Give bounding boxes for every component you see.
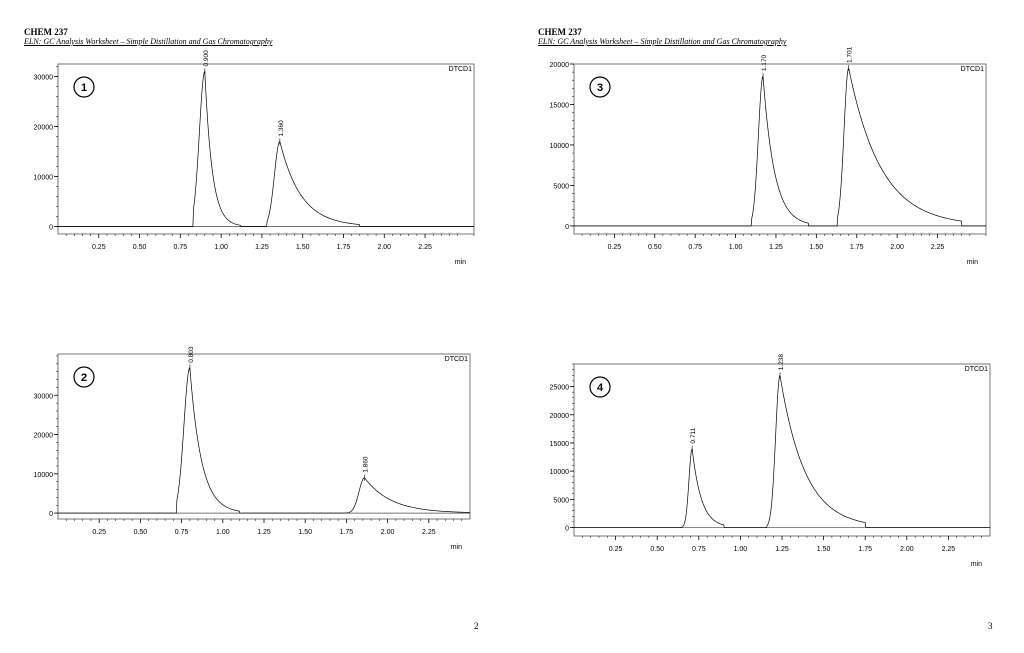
x-tick-label: 2.00	[900, 546, 914, 553]
x-axis-label: min	[967, 259, 978, 266]
x-tick-label: 1.50	[810, 244, 824, 251]
chromatogram-trace	[574, 375, 990, 528]
x-tick-label: 0.75	[692, 546, 706, 553]
x-tick-label: 1.25	[257, 529, 271, 536]
x-axis-label: min	[451, 544, 462, 551]
x-tick-label: 0.50	[648, 244, 662, 251]
peak-label: 1.238	[778, 354, 785, 371]
plot-frame	[573, 363, 991, 537]
x-tick-label: 1.75	[337, 244, 351, 251]
y-tick-label: 10000	[550, 469, 570, 476]
course-title: CHEM 237	[24, 27, 68, 37]
badge-circle	[73, 76, 95, 98]
worksheet-subtitle: ELN: GC Analysis Worksheet – Simple Dist…	[538, 37, 787, 46]
chromatogram-trace	[58, 366, 471, 514]
x-tick-label: 1.75	[858, 546, 872, 553]
y-tick-label: 0	[565, 526, 569, 533]
x-tick-label: 2.00	[377, 244, 391, 251]
plot-frame	[57, 63, 475, 235]
x-tick-label: 0.25	[92, 244, 106, 251]
badge-circle	[589, 76, 611, 98]
y-tick-label: 0	[49, 511, 53, 518]
x-tick-label: 1.00	[216, 529, 230, 536]
page-header-left: CHEM 237 ELN: GC Analysis Worksheet – Si…	[24, 27, 272, 47]
x-tick-label: 2.25	[942, 546, 956, 553]
x-tick-label: 2.25	[422, 529, 436, 536]
x-tick-label: 2.00	[381, 529, 395, 536]
x-tick-label: 0.50	[134, 529, 148, 536]
y-tick-label: 15000	[550, 102, 570, 109]
chromatogram-trace	[58, 70, 474, 227]
x-axis-label: min	[455, 259, 466, 266]
x-tick-label: 1.00	[729, 244, 743, 251]
chromatogram-3: 0 5000 10000 15000 20000 0.25 0.50 0.75 1.00 1.25…	[550, 46, 987, 266]
y-tick-label: 20000	[34, 125, 54, 132]
y-tick-label: 10000	[550, 143, 570, 150]
detector-label: DTCD1	[965, 366, 988, 373]
y-tick-label: 20000	[550, 62, 570, 69]
page-number: 2	[474, 621, 479, 631]
chromatogram-4: 0 5000 10000 15000 20000 25000 0.25 0.50 0.75 1.0…	[550, 354, 991, 568]
x-tick-label: 1.75	[850, 244, 864, 251]
chromatogram-trace	[574, 68, 986, 227]
x-tick-label: 2.00	[890, 244, 904, 251]
badge-number: 2	[81, 372, 87, 384]
y-tick-label: 25000	[550, 385, 570, 392]
x-tick-label: 1.00	[734, 546, 748, 553]
x-axis-label: min	[971, 561, 982, 568]
x-tick-label: 0.75	[688, 244, 702, 251]
peak-label: 1.360	[278, 120, 285, 137]
x-tick-label: 1.50	[817, 546, 831, 553]
badge-number: 1	[81, 82, 87, 94]
peak-label: 0.900	[203, 50, 210, 67]
y-tick-label: 0	[565, 224, 569, 231]
x-tick-label: 0.25	[609, 546, 623, 553]
page-header-right: CHEM 237 ELN: GC Analysis Worksheet – Si…	[538, 27, 786, 47]
badge-circle	[73, 366, 95, 388]
x-tick-label: 1.75	[340, 529, 354, 536]
y-tick-label: 30000	[34, 75, 54, 82]
detector-label: DTCD1	[445, 356, 468, 363]
x-tick-label: 0.25	[92, 529, 106, 536]
y-tick-label: 0	[49, 225, 53, 232]
y-tick-label: 30000	[34, 393, 54, 400]
worksheet-subtitle: ELN: GC Analysis Worksheet – Simple Dist…	[24, 37, 273, 46]
y-tick-label: 20000	[550, 413, 570, 420]
y-tick-label: 5000	[553, 183, 569, 190]
x-tick-label: 0.25	[608, 244, 622, 251]
x-tick-label: 1.50	[298, 529, 312, 536]
peak-label: 1.860	[363, 456, 370, 473]
x-tick-label: 0.75	[175, 529, 189, 536]
course-title: CHEM 237	[538, 27, 582, 37]
y-tick-label: 5000	[553, 497, 569, 504]
peak-label: 0.711	[690, 427, 697, 443]
x-tick-label: 2.25	[931, 244, 945, 251]
x-tick-label: 1.25	[769, 244, 783, 251]
peak-label: 1.701	[847, 46, 854, 63]
x-tick-label: 0.75	[174, 244, 188, 251]
peak-label: 1.170	[761, 54, 768, 71]
badge-circle	[589, 376, 611, 398]
plot-frame	[573, 63, 987, 235]
x-tick-label: 1.25	[775, 546, 789, 553]
y-tick-label: 20000	[34, 433, 54, 440]
badge-number: 4	[597, 382, 604, 394]
y-tick-label: 15000	[550, 441, 570, 448]
x-tick-label: 1.50	[296, 244, 310, 251]
detector-label: DTCD1	[961, 66, 984, 73]
detector-label: DTCD1	[449, 66, 472, 73]
x-tick-label: 0.50	[133, 244, 147, 251]
x-tick-label: 1.00	[214, 244, 228, 251]
x-tick-label: 0.50	[650, 546, 664, 553]
page-number: 3	[988, 621, 993, 631]
x-tick-label: 2.25	[418, 244, 432, 251]
badge-number: 3	[597, 82, 603, 94]
x-tick-label: 1.25	[255, 244, 269, 251]
chromatogram-1: 0 10000 20000 30000 0.25 0.50 0.75 1.00 1.25 1.50…	[34, 50, 475, 266]
plot-frame	[57, 353, 471, 520]
y-tick-label: 10000	[34, 175, 54, 182]
y-tick-label: 10000	[34, 472, 54, 479]
peak-label: 0.803	[188, 346, 195, 363]
chromatogram-2: 0 10000 20000 30000 0.25 0.50 0.75 1.00 1.25 1.50…	[34, 346, 471, 551]
